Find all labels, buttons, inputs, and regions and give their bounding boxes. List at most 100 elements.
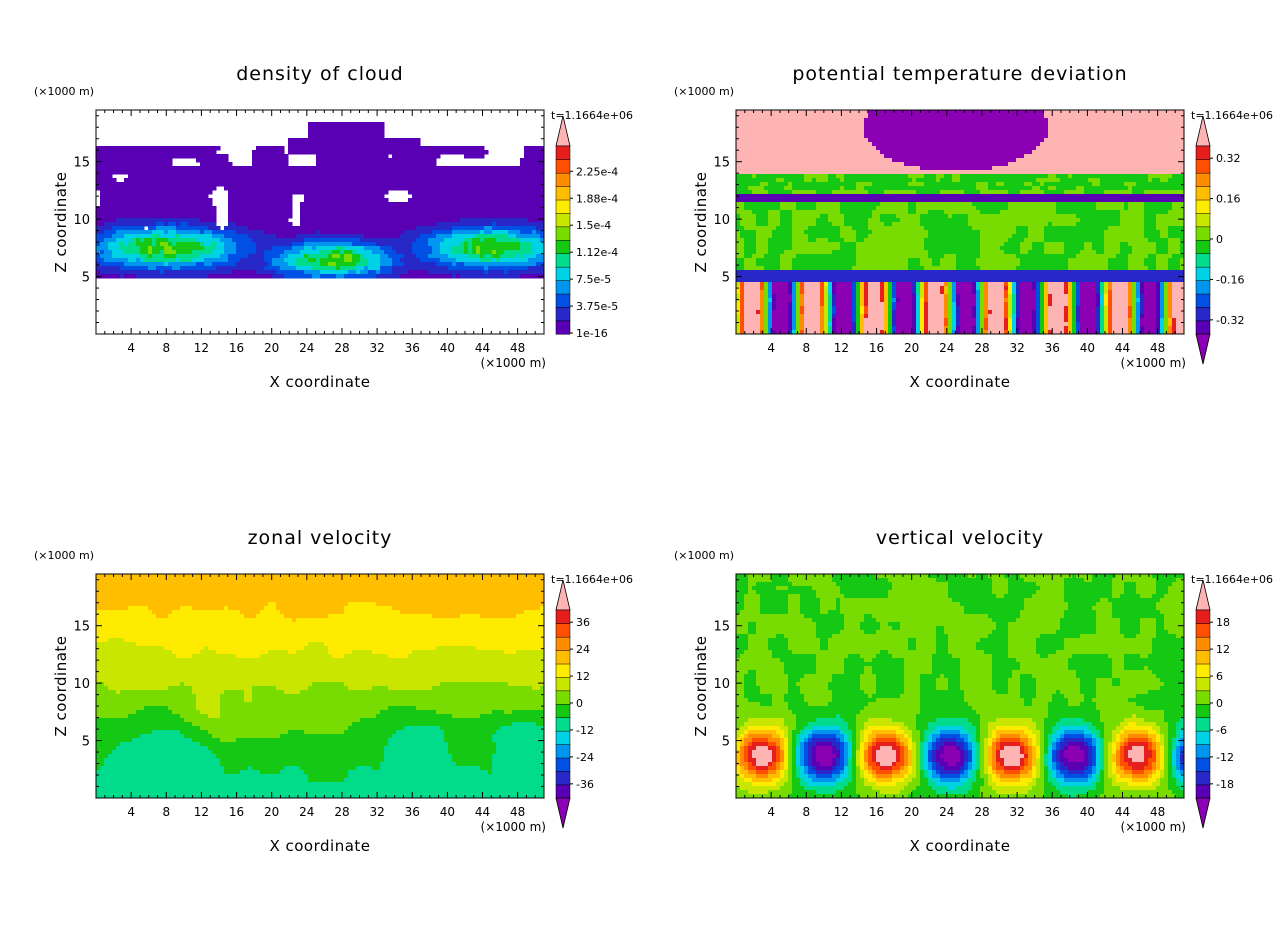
field-cell	[268, 206, 273, 211]
field-cell	[104, 182, 109, 187]
field-cell	[348, 186, 353, 191]
field-cell	[432, 214, 437, 219]
field-cell	[256, 246, 261, 251]
field-cell	[308, 230, 313, 235]
field-cell	[264, 270, 269, 275]
field-cell	[540, 146, 545, 151]
field-cell	[1148, 142, 1153, 147]
field-cell	[164, 246, 169, 251]
field-cell	[820, 110, 825, 115]
field-cell	[1008, 130, 1013, 135]
field-cell	[356, 162, 361, 167]
field-cell	[144, 178, 149, 183]
field-cell	[924, 110, 929, 115]
field-cell	[1076, 126, 1081, 131]
field-cell	[372, 130, 377, 135]
field-cell	[368, 250, 373, 255]
field-cell	[152, 270, 157, 275]
field-cell	[768, 118, 773, 123]
field-cell	[232, 182, 237, 187]
field-cell	[252, 274, 257, 279]
field-cell	[792, 138, 797, 143]
field-cell	[440, 174, 445, 179]
field-cell	[500, 214, 505, 219]
field-cell	[484, 242, 489, 247]
field-cell	[936, 126, 941, 131]
field-cell	[744, 134, 749, 139]
field-cell	[128, 254, 133, 259]
field-cell	[424, 254, 429, 259]
field-cell	[296, 250, 301, 255]
field-cell	[276, 146, 281, 151]
field-cell	[140, 254, 145, 259]
field-cell	[820, 114, 825, 119]
field-cell	[964, 114, 969, 119]
field-cell	[152, 158, 157, 163]
field-cell	[528, 150, 533, 155]
field-cell	[824, 122, 829, 127]
field-cell	[304, 210, 309, 215]
field-cell	[296, 234, 301, 239]
field-cell	[1172, 138, 1177, 143]
field-cell	[200, 194, 205, 199]
field-cell	[320, 246, 325, 251]
field-cell	[160, 182, 165, 187]
field-cell	[516, 218, 521, 223]
field-cell	[1040, 134, 1045, 139]
field-cell	[376, 230, 381, 235]
field-cell	[448, 270, 453, 275]
field-cell	[928, 122, 933, 127]
field-cell	[100, 262, 105, 267]
field-cell	[168, 250, 173, 255]
field-cell	[268, 190, 273, 195]
field-cell	[232, 250, 237, 255]
field-cell	[972, 126, 977, 131]
field-cell	[188, 170, 193, 175]
field-cell	[736, 130, 741, 135]
field-cell	[256, 262, 261, 267]
field-cell	[252, 222, 257, 227]
field-cell	[1052, 118, 1057, 123]
field-cell	[512, 274, 517, 279]
field-cell	[772, 138, 777, 143]
field-cell	[984, 130, 989, 135]
field-cell	[928, 146, 933, 151]
field-cell	[316, 166, 321, 171]
field-cell	[144, 146, 149, 151]
field-cell	[540, 266, 545, 271]
field-cell	[508, 166, 513, 171]
field-cell	[316, 230, 321, 235]
field-cell	[836, 110, 841, 115]
field-cell	[308, 218, 313, 223]
field-cell	[252, 182, 257, 187]
field-cell	[172, 246, 177, 251]
field-cell	[108, 158, 113, 163]
field-cell	[456, 226, 461, 231]
field-cell	[416, 250, 421, 255]
field-cell	[1080, 110, 1085, 115]
field-cell	[1160, 118, 1165, 123]
field-cell	[504, 194, 509, 199]
field-cell	[332, 190, 337, 195]
field-cell	[388, 210, 393, 215]
field-cell	[472, 266, 477, 271]
field-cell	[404, 142, 409, 147]
field-cell	[292, 230, 297, 235]
field-cell	[440, 274, 445, 279]
field-cell	[316, 134, 321, 139]
field-cell	[472, 246, 477, 251]
field-cell	[1108, 146, 1113, 151]
field-cell	[408, 170, 413, 175]
field-cell	[360, 170, 365, 175]
field-cell	[408, 246, 413, 251]
field-cell	[904, 142, 909, 147]
field-cell	[328, 234, 333, 239]
field-cell	[416, 182, 421, 187]
field-cell	[472, 146, 477, 151]
field-cell	[1108, 118, 1113, 123]
field-cell	[896, 114, 901, 119]
field-cell	[168, 154, 173, 159]
field-cell	[372, 226, 377, 231]
field-cell	[124, 250, 129, 255]
field-cell	[1104, 122, 1109, 127]
